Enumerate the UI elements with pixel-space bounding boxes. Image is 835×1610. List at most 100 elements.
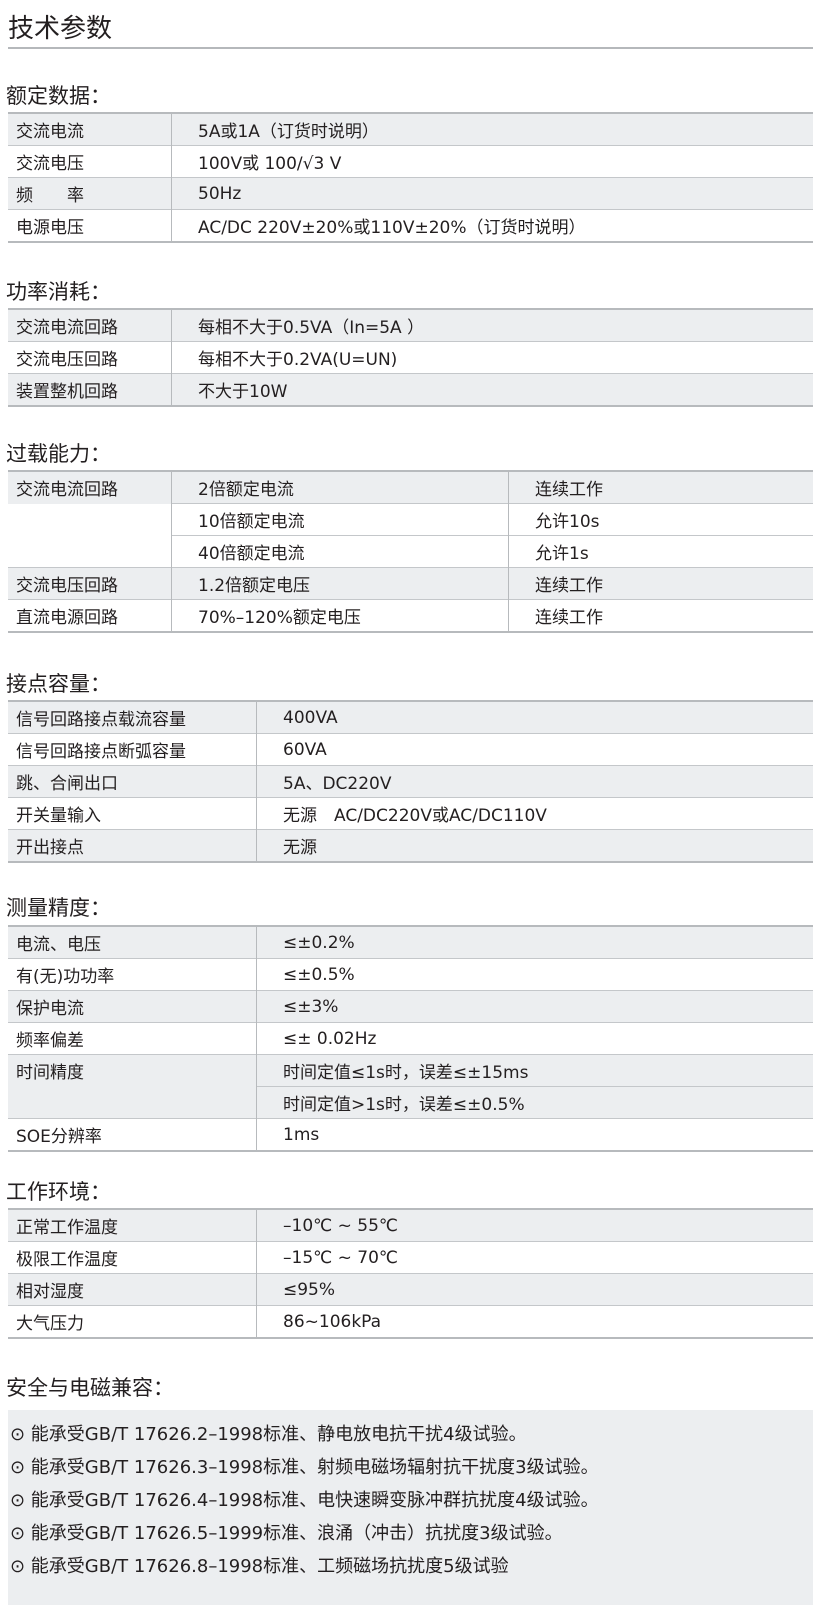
table-row: 相对湿度 ≤95% bbox=[8, 1273, 813, 1306]
page-title: 技术参数 bbox=[8, 14, 113, 44]
param-value: 连续工作 bbox=[508, 470, 813, 504]
table-row: 大气压力 86~106kPa bbox=[8, 1305, 813, 1338]
table-row: 信号回路接点断弧容量 60VA bbox=[8, 733, 813, 766]
param-value: ≤±0.5% bbox=[256, 958, 813, 991]
param-value: 5A、DC220V bbox=[256, 765, 813, 798]
param-value: –10℃ ~ 55℃ bbox=[256, 1208, 813, 1242]
spec-table: 交流电流回路 2倍额定电流 连续工作 10倍额定电流 允许10s 40倍额定电流 允许1s 交… bbox=[8, 470, 813, 633]
param-value: 每相不大于0.5VA（In=5A ） bbox=[171, 308, 813, 342]
spec-table: 交流电流回路 每相不大于0.5VA（In=5A ）交流电压回路 每相不大于0.2VA… bbox=[8, 308, 813, 407]
param-name: 电流、电压 bbox=[8, 925, 257, 959]
param-value: 1ms bbox=[256, 1118, 813, 1151]
param-name: 频率偏差 bbox=[8, 1022, 257, 1055]
param-name: 交流电压 bbox=[8, 145, 172, 178]
param-value: 50Hz bbox=[171, 177, 813, 210]
param-value: 1.2倍额定电压 bbox=[171, 567, 509, 600]
emc-item: ⊙ 能承受GB/T 17626.4–1998标准、电快速瞬变脉冲群抗扰度4级试验… bbox=[10, 1490, 599, 1511]
table-row: 保护电流 ≤±3% bbox=[8, 990, 813, 1023]
section-heading: 工作环境： bbox=[6, 1180, 111, 1204]
param-name: 频 率 bbox=[8, 177, 172, 210]
emc-item: ⊙ 能承受GB/T 17626.8–1998标准、工频磁场抗扰度5级试验 bbox=[10, 1556, 509, 1577]
param-value: 每相不大于0.2VA(U=UN) bbox=[171, 341, 813, 374]
title-divider bbox=[8, 47, 813, 49]
param-value: 10倍额定电流 bbox=[171, 503, 509, 536]
param-name: 交流电流回路 bbox=[8, 470, 172, 504]
param-name: 交流电流回路 bbox=[8, 308, 172, 342]
table-row: 频 率 50Hz bbox=[8, 177, 813, 210]
param-value: 允许10s bbox=[508, 503, 813, 536]
table-row: 有(无)功功率 ≤±0.5% bbox=[8, 958, 813, 991]
param-name: 装置整机回路 bbox=[8, 373, 172, 406]
param-name bbox=[8, 1086, 257, 1119]
section-heading: 测量精度： bbox=[6, 896, 111, 920]
param-name: 开出接点 bbox=[8, 829, 257, 862]
param-name: 信号回路接点载流容量 bbox=[8, 700, 257, 734]
emc-list: ⊙ 能承受GB/T 17626.2–1998标准、静电放电抗干扰4级试验。 ⊙ … bbox=[8, 1410, 813, 1605]
param-value: ≤±0.2% bbox=[256, 925, 813, 959]
section-heading: 额定数据： bbox=[6, 84, 111, 108]
spec-table: 信号回路接点载流容量 400VA 信号回路接点断弧容量 60VA 跳、合闸出口 5A、DC… bbox=[8, 700, 813, 863]
param-value: 连续工作 bbox=[508, 567, 813, 600]
param-name: 交流电压回路 bbox=[8, 567, 172, 600]
param-name: 大气压力 bbox=[8, 1305, 257, 1338]
table-row: 直流电源回路 70%–120%额定电压 连续工作 bbox=[8, 599, 813, 632]
spec-table: 电流、电压 ≤±0.2% 有(无)功功率 ≤±0.5% 保护电流 ≤±3% 频率偏差 ≤± 0… bbox=[8, 925, 813, 1152]
table-row: 交流电压 100V或 100/√3 V bbox=[8, 145, 813, 178]
param-value: ≤±3% bbox=[256, 990, 813, 1023]
param-value: 时间定值≤1s时，误差≤±15ms bbox=[256, 1054, 813, 1087]
emc-heading: 安全与电磁兼容： bbox=[6, 1376, 174, 1400]
table-row: 跳、合闸出口 5A、DC220V bbox=[8, 765, 813, 798]
section-heading: 接点容量： bbox=[6, 672, 111, 696]
table-row: 交流电流 5A或1A（订货时说明） bbox=[8, 112, 813, 146]
param-value: 60VA bbox=[256, 733, 813, 766]
param-name: 正常工作温度 bbox=[8, 1208, 257, 1242]
param-value: ≤95% bbox=[256, 1273, 813, 1306]
param-value: 5A或1A（订货时说明） bbox=[171, 112, 813, 146]
spec-table: 正常工作温度 –10℃ ~ 55℃ 极限工作温度 –15℃ ~ 70℃ 相对湿度 ≤95%… bbox=[8, 1208, 813, 1339]
table-row: 时间精度 时间定值≤1s时，误差≤±15ms bbox=[8, 1054, 813, 1087]
param-name: 交流电压回路 bbox=[8, 341, 172, 374]
param-value: 40倍额定电流 bbox=[171, 535, 509, 568]
table-row: 时间定值>1s时，误差≤±0.5% bbox=[8, 1086, 813, 1119]
param-name: 直流电源回路 bbox=[8, 599, 172, 632]
param-value: 允许1s bbox=[508, 535, 813, 568]
param-value: –15℃ ~ 70℃ bbox=[256, 1241, 813, 1274]
param-value: 100V或 100/√3 V bbox=[171, 145, 813, 178]
param-name bbox=[8, 503, 172, 536]
param-name: 极限工作温度 bbox=[8, 1241, 257, 1274]
param-name: 信号回路接点断弧容量 bbox=[8, 733, 257, 766]
section-heading: 过载能力： bbox=[6, 442, 111, 466]
table-row: 开关量输入 无源 AC/DC220V或AC/DC110V bbox=[8, 797, 813, 830]
param-name: 保护电流 bbox=[8, 990, 257, 1023]
param-name: 时间精度 bbox=[8, 1054, 257, 1087]
param-value: AC/DC 220V±20%或110V±20%（订货时说明） bbox=[171, 209, 813, 242]
param-name: 相对湿度 bbox=[8, 1273, 257, 1306]
table-row: 40倍额定电流 允许1s bbox=[8, 535, 813, 568]
table-row: 电流、电压 ≤±0.2% bbox=[8, 925, 813, 959]
param-name: 开关量输入 bbox=[8, 797, 257, 830]
table-row: 10倍额定电流 允许10s bbox=[8, 503, 813, 536]
param-value: ≤± 0.02Hz bbox=[256, 1022, 813, 1055]
param-value: 不大于10W bbox=[171, 373, 813, 406]
param-value: 70%–120%额定电压 bbox=[171, 599, 509, 632]
param-name: 有(无)功功率 bbox=[8, 958, 257, 991]
table-row: 频率偏差 ≤± 0.02Hz bbox=[8, 1022, 813, 1055]
emc-item: ⊙ 能承受GB/T 17626.3–1998标准、射频电磁场辐射抗干扰度3级试验… bbox=[10, 1457, 599, 1478]
table-row: 极限工作温度 –15℃ ~ 70℃ bbox=[8, 1241, 813, 1274]
table-row: 正常工作温度 –10℃ ~ 55℃ bbox=[8, 1208, 813, 1242]
emc-item: ⊙ 能承受GB/T 17626.2–1998标准、静电放电抗干扰4级试验。 bbox=[10, 1424, 527, 1445]
param-name bbox=[8, 535, 172, 568]
table-row: 电源电压 AC/DC 220V±20%或110V±20%（订货时说明） bbox=[8, 209, 813, 242]
param-value: 2倍额定电流 bbox=[171, 470, 509, 504]
table-row: 信号回路接点载流容量 400VA bbox=[8, 700, 813, 734]
param-value: 无源 AC/DC220V或AC/DC110V bbox=[256, 797, 813, 830]
table-row: 交流电流回路 每相不大于0.5VA（In=5A ） bbox=[8, 308, 813, 342]
table-row: 交流电流回路 2倍额定电流 连续工作 bbox=[8, 470, 813, 504]
param-value: 400VA bbox=[256, 700, 813, 734]
table-row: 装置整机回路 不大于10W bbox=[8, 373, 813, 406]
param-name: 跳、合闸出口 bbox=[8, 765, 257, 798]
param-name: 电源电压 bbox=[8, 209, 172, 242]
table-row: SOE分辨率 1ms bbox=[8, 1118, 813, 1151]
